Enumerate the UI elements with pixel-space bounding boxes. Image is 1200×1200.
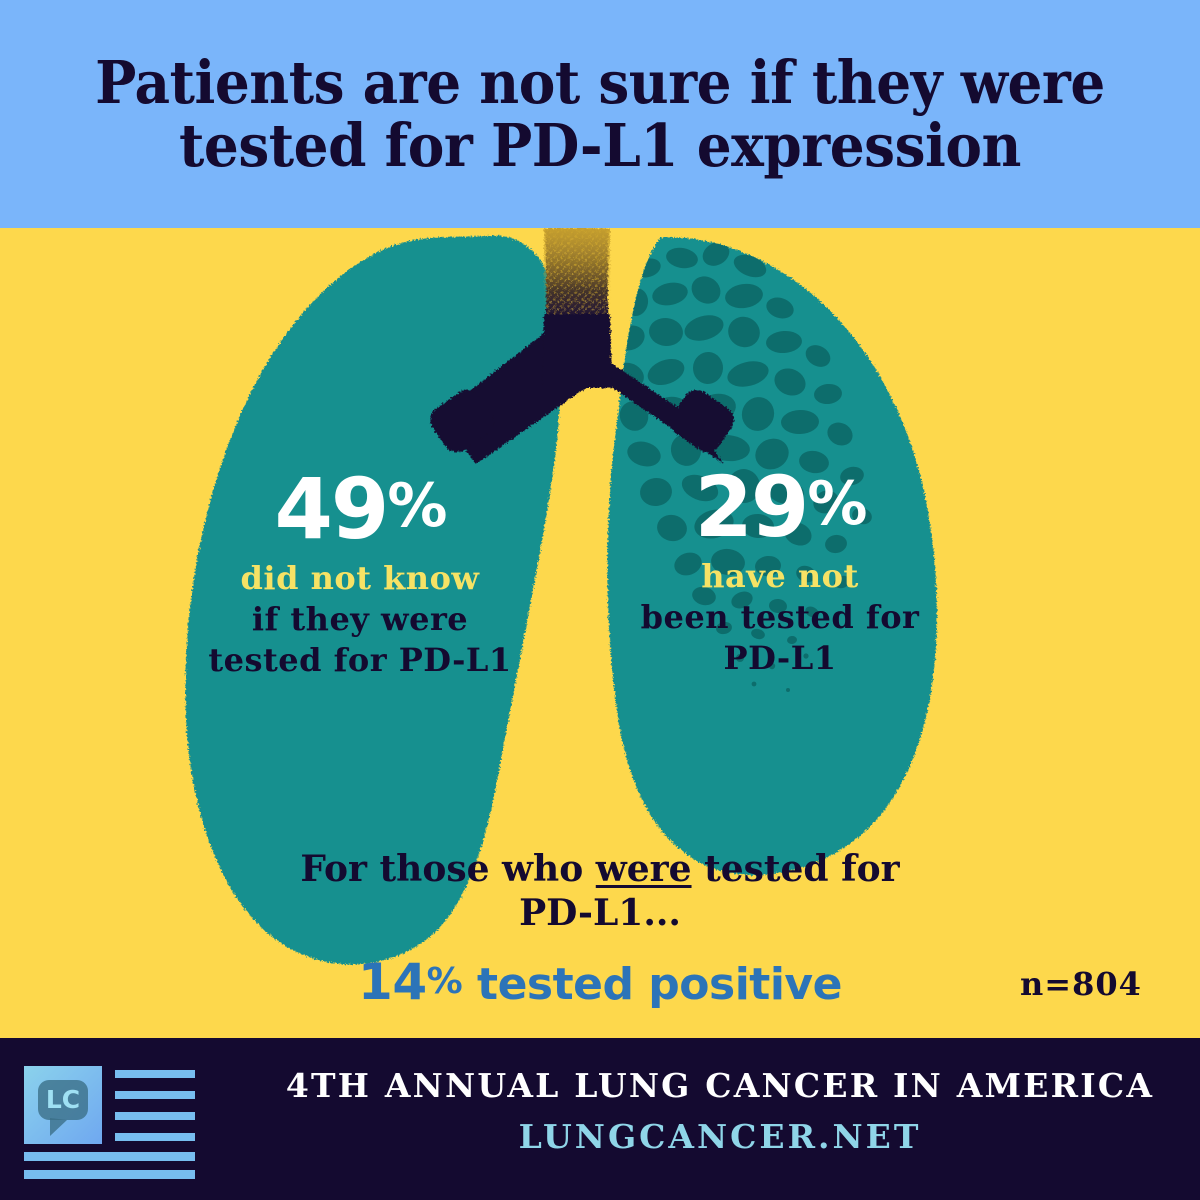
stat-highlight-left: did not know xyxy=(240,559,480,598)
sample-size-label: n=804 xyxy=(1020,965,1142,1003)
footer-survey-name: 4TH ANNUAL LUNG CANCER IN AMERICA xyxy=(285,1066,1155,1105)
lungs-illustration xyxy=(0,228,1200,1038)
footer-bar: LC 4TH ANNUAL LUNG CANCER IN AMERICA LUN… xyxy=(0,1038,1200,1200)
lung-texture-region xyxy=(612,242,872,692)
header-banner: Patients are not sure if they were teste… xyxy=(0,0,1200,228)
logo-lc-text: LC xyxy=(46,1085,80,1114)
stat-block-not-tested: 29% have not been tested for PD-L1 xyxy=(620,458,940,679)
stat-block-did-not-know: 49% did not know if they were tested for… xyxy=(190,460,530,681)
trachea-bronchi xyxy=(430,228,734,464)
positive-label: tested positive xyxy=(462,959,842,1010)
footer-text-group: 4TH ANNUAL LUNG CANCER IN AMERICA LUNGCA… xyxy=(260,1066,1180,1156)
stat-description-right: been tested for PD-L1 xyxy=(640,598,920,678)
tested-positive-line: 14% tested positive xyxy=(280,953,920,1011)
footnote-underlined: were xyxy=(595,848,692,890)
illustration-stage: 49% did not know if they were tested for… xyxy=(0,228,1200,1038)
footnote-text: For those who were tested for PD-L1... xyxy=(300,848,900,936)
positive-percent-symbol: % xyxy=(426,961,463,1002)
footer-website[interactable]: LUNGCANCER.NET xyxy=(518,1117,922,1156)
lungcancer-logo-icon[interactable]: LC xyxy=(20,1060,235,1180)
stat-highlight-right: have not xyxy=(701,557,859,596)
positive-percent: 14 xyxy=(358,953,427,1011)
stat-description-left: if they were tested for PD-L1 xyxy=(208,600,512,680)
page-title: Patients are not sure if they were teste… xyxy=(95,47,1105,180)
footnote-suffix: tested for PD-L1... xyxy=(519,848,900,934)
stat-percent-left: 49% xyxy=(274,460,447,558)
footnote-prefix: For those who xyxy=(300,848,596,890)
stat-percent-right: 29% xyxy=(694,458,867,556)
